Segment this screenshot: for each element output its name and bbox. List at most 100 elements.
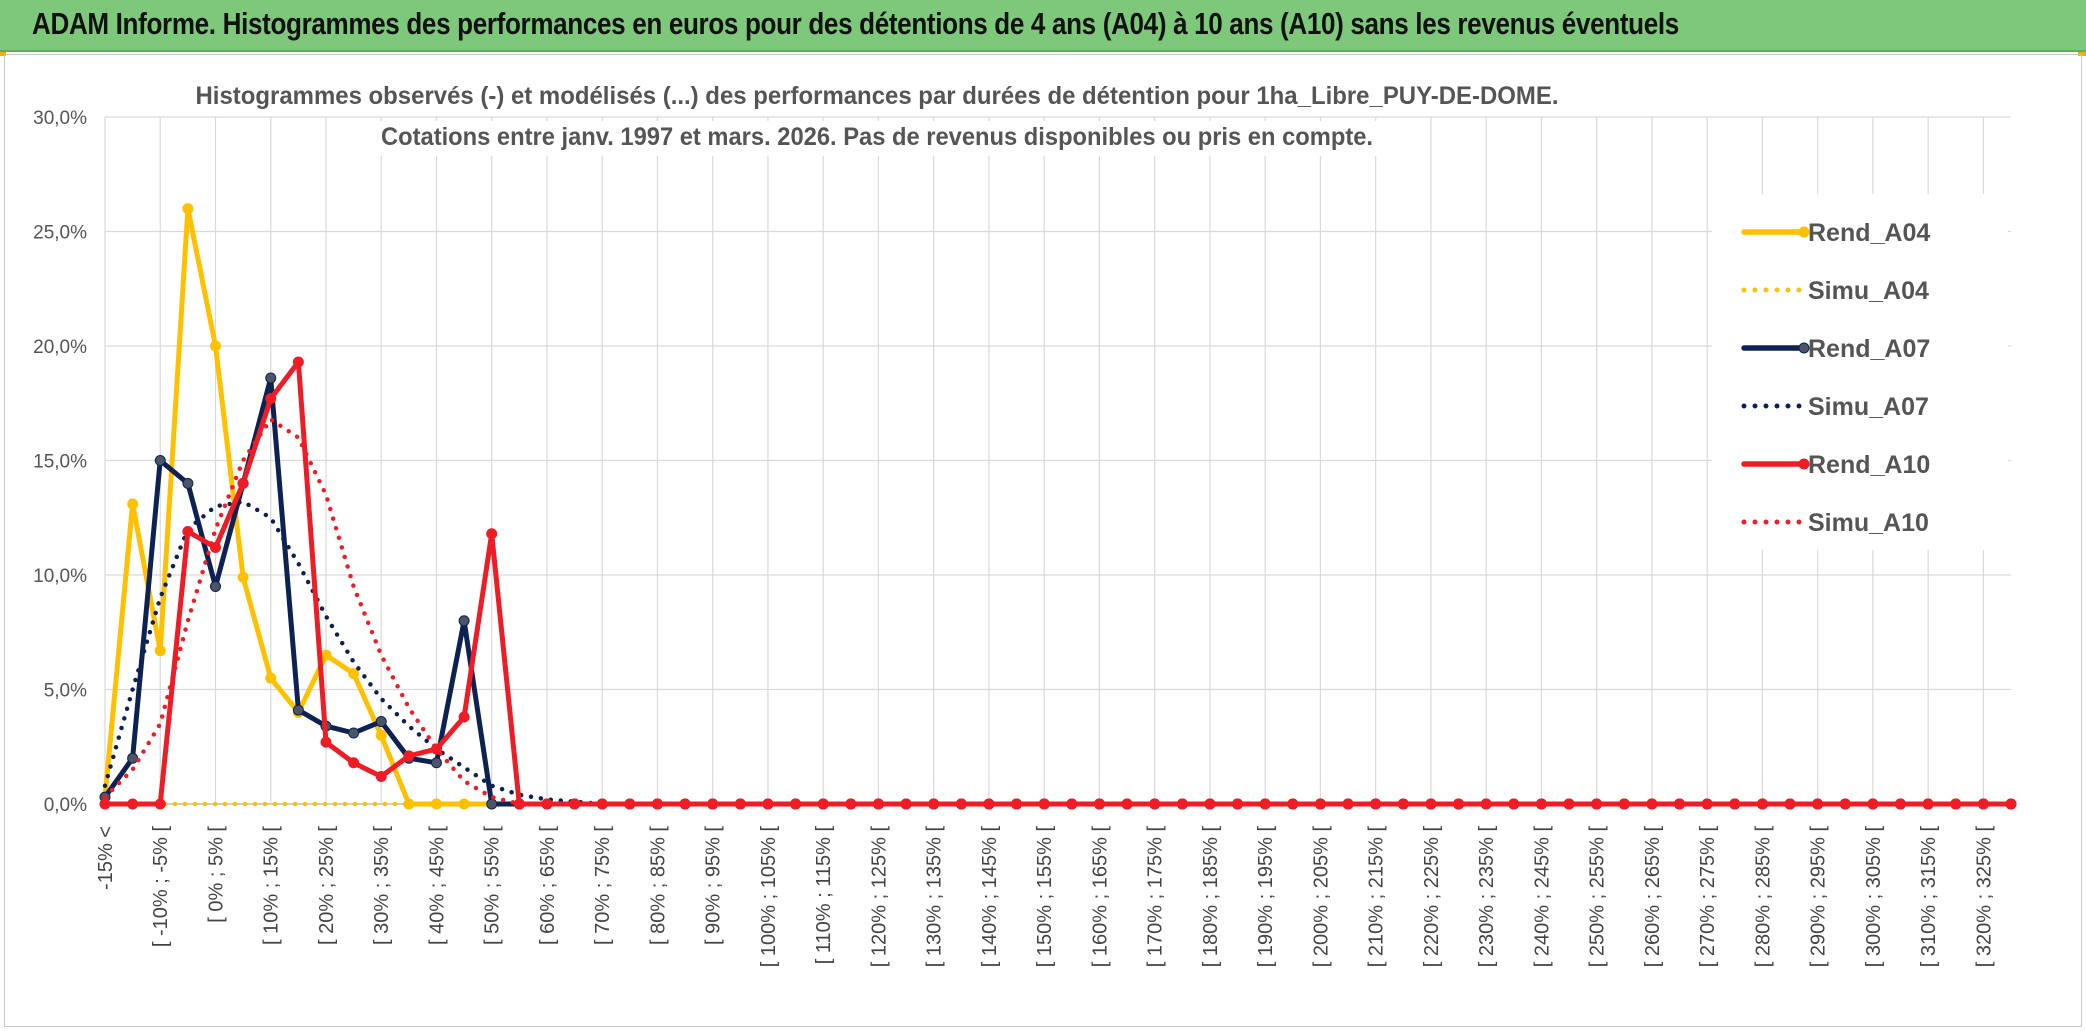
y-tick-label: 15,0% — [33, 452, 87, 473]
x-tick-label: [ 280% ; 285% [ — [1752, 826, 1774, 968]
x-tick-label: [ 320% ; 325% [ — [1973, 826, 1995, 968]
chart-title-line: Cotations entre janv. 1997 et mars. 2026… — [381, 123, 1373, 151]
x-tick-label: [ 10% ; 15% [ — [261, 826, 283, 945]
data-point-rend-a10 — [403, 750, 415, 762]
y-tick-label: 20,0% — [33, 337, 87, 358]
data-point-rend-a07 — [292, 704, 304, 716]
legend-label-rend-a04: Rend_A04 — [1808, 219, 1930, 247]
y-tick-label: 0,0% — [44, 795, 87, 816]
x-tick-label: [ 130% ; 135% [ — [924, 826, 946, 968]
page-title: ADAM Informe. Histogrammes des performan… — [32, 6, 1679, 41]
data-point-rend-a04 — [127, 498, 139, 510]
corner-mark-right — [2078, 52, 2086, 56]
data-point-rend-a04 — [237, 571, 249, 583]
legend-label-rend-a07: Rend_A07 — [1808, 335, 1930, 363]
data-point-rend-a10 — [127, 798, 139, 810]
x-tick-label: [ 210% ; 215% [ — [1366, 826, 1388, 968]
data-point-rend-a07 — [154, 455, 166, 466]
x-tick-label: [ 100% ; 105% [ — [758, 826, 780, 968]
data-point-rend-a10 — [265, 393, 277, 405]
legend-marker-rend-a10 — [1798, 458, 1810, 470]
data-point-rend-a10 — [237, 477, 249, 489]
data-point-rend-a07 — [127, 752, 139, 764]
data-point-rend-a10 — [375, 771, 387, 783]
x-tick-label: [ 120% ; 125% [ — [868, 826, 890, 968]
series-line-simu-a10 — [102, 417, 2014, 807]
data-point-rend-a10 — [1204, 798, 1216, 810]
x-tick-label: [ 150% ; 155% [ — [1034, 826, 1056, 968]
data-point-rend-a10 — [734, 798, 746, 810]
x-tick-label: [ 50% ; 55% [ — [482, 826, 504, 945]
x-tick-label: [ 40% ; 45% [ — [426, 826, 448, 945]
x-tick-label: [ 160% ; 165% [ — [1089, 826, 1111, 968]
data-point-rend-a10 — [486, 528, 498, 540]
legend-label-simu-a07: Simu_A07 — [1808, 393, 1929, 421]
data-point-rend-a07 — [458, 615, 470, 627]
data-point-rend-a07 — [209, 580, 221, 592]
x-tick-label: [ 60% ; 65% [ — [537, 826, 559, 945]
x-tick-label: [ 310% ; 315% [ — [1918, 826, 1940, 968]
data-point-rend-a10 — [348, 757, 360, 769]
data-point-rend-a07 — [486, 798, 498, 810]
data-point-rend-a10 — [1784, 798, 1796, 810]
x-tick-label: [ 0% ; 5% [ — [205, 826, 227, 923]
data-point-rend-a10 — [679, 798, 691, 810]
legend-label-rend-a10: Rend_A10 — [1808, 451, 1930, 479]
legend: Rend_A04 Simu_A04 Rend_A07 Simu_A07 Rend_A10… — [1712, 194, 2008, 550]
y-tick-label: 30,0% — [33, 108, 87, 129]
x-tick-label: [ 30% ; 35% [ — [371, 826, 393, 945]
x-axis-ticks: -15% < [ -10% ; -5% [ [ 0% ; 5% [ [ 10% ; 1… — [95, 826, 1995, 968]
x-tick-label: [ 170% ; 175% [ — [1145, 826, 1167, 968]
x-tick-label: [ 80% ; 85% [ — [647, 826, 669, 945]
data-point-rend-a10 — [2005, 798, 2017, 810]
x-tick-label: [ 20% ; 25% [ — [316, 826, 338, 945]
corner-mark-left — [0, 52, 6, 56]
legend-marker-rend-a04 — [1798, 226, 1810, 238]
x-tick-label: [ 190% ; 195% [ — [1255, 826, 1277, 968]
data-point-rend-a10 — [458, 711, 470, 723]
data-point-rend-a10 — [1259, 798, 1271, 810]
x-tick-label: [ 70% ; 75% [ — [592, 826, 614, 945]
data-point-rend-a04 — [375, 729, 387, 741]
chart-title-bg — [373, 121, 1381, 156]
x-tick-label: [ 260% ; 265% [ — [1642, 826, 1664, 968]
x-tick-label: [ 290% ; 295% [ — [1808, 826, 1830, 968]
data-point-rend-a10 — [292, 356, 304, 368]
x-tick-label: [ 200% ; 205% [ — [1310, 826, 1332, 968]
data-point-rend-a04 — [182, 203, 194, 215]
title-banner: ADAM Informe. Histogrammes des performan… — [0, 0, 2086, 52]
legend-label-simu-a04: Simu_A04 — [1808, 277, 1929, 305]
x-tick-label: -15% < — [95, 826, 117, 890]
x-tick-label: [ 300% ; 305% [ — [1863, 826, 1885, 968]
legend-bg — [1712, 194, 2008, 550]
x-tick-label: [ 270% ; 275% [ — [1697, 826, 1719, 968]
x-tick-label: [ 140% ; 145% [ — [979, 826, 1001, 968]
legend-marker-rend-a07 — [1798, 342, 1810, 354]
series-group — [99, 203, 2017, 810]
x-tick-label: [ 220% ; 225% [ — [1421, 826, 1443, 968]
legend-label-simu-a10: Simu_A10 — [1808, 509, 1929, 537]
x-tick-label: [ 90% ; 95% [ — [703, 826, 725, 945]
data-point-rend-a10 — [209, 542, 221, 554]
x-tick-label: [ 180% ; 185% [ — [1200, 826, 1222, 968]
data-point-rend-a04 — [348, 667, 360, 679]
data-point-rend-a10 — [320, 736, 332, 748]
chart-title-line: Histogrammes observés (-) et modélisés (… — [196, 82, 1559, 110]
x-tick-label: [ -10% ; -5% [ — [150, 826, 172, 948]
x-tick-label: [ 240% ; 245% [ — [1531, 826, 1553, 968]
data-point-rend-a07 — [430, 757, 442, 769]
data-point-rend-a04 — [265, 672, 277, 684]
y-axis-ticks: 0,0% 5,0% 10,0% 15,0% 20,0% 25,0% 30,0% — [33, 108, 87, 816]
data-point-rend-a04 — [154, 645, 166, 657]
chart-title-bg — [187, 80, 1567, 115]
data-point-rend-a04 — [320, 649, 332, 661]
x-tick-label: [ 250% ; 255% [ — [1587, 826, 1609, 968]
x-tick-label: [ 110% ; 115% [ — [813, 826, 835, 965]
data-point-rend-a07 — [348, 727, 360, 739]
data-point-rend-a07 — [182, 477, 194, 489]
y-tick-label: 25,0% — [33, 223, 87, 244]
data-point-rend-a10 — [1839, 798, 1851, 810]
y-tick-label: 10,0% — [33, 566, 87, 587]
